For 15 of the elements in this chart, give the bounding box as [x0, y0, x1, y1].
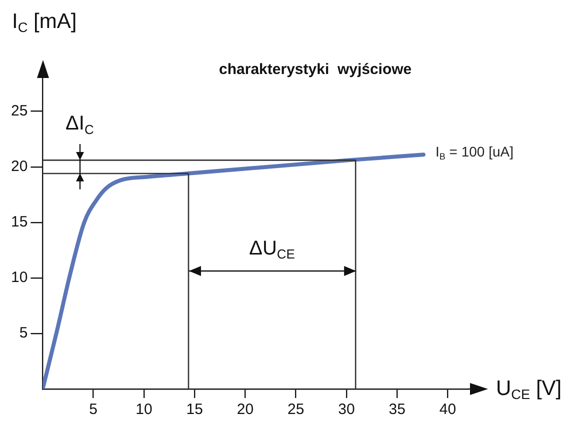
- y-tick-label: 5: [19, 324, 28, 342]
- y-tick-label: 15: [10, 214, 28, 231]
- line-series: [42, 152, 426, 389]
- x-tick-label: 15: [186, 401, 203, 418]
- y-tick-label: 10: [10, 269, 28, 286]
- x-tick-label: 35: [388, 401, 406, 418]
- x-tick-label: 25: [288, 401, 304, 418]
- x-tick-label: 10: [136, 401, 152, 418]
- x-tick-label: 5: [89, 401, 98, 418]
- x-tick-label: 40: [439, 401, 456, 418]
- chart-title: charakterystyki wyjściowe: [219, 61, 412, 78]
- y-tick-label: 20: [10, 158, 28, 175]
- y-tick-label: 25: [10, 102, 28, 120]
- x-tick-label: 20: [236, 401, 254, 418]
- x-tick-label: 30: [338, 401, 355, 418]
